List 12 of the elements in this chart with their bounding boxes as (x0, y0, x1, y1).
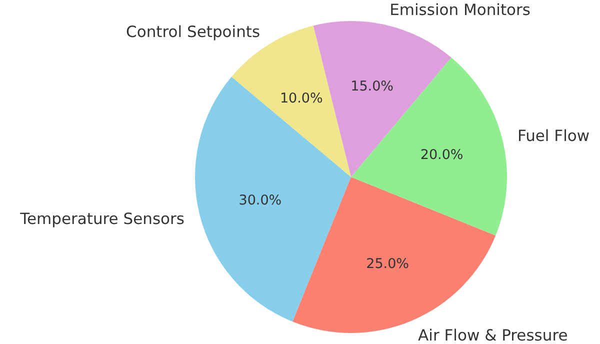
data-label: 25.0% (366, 256, 410, 272)
pie-slice (195, 76, 351, 322)
slice-label: Temperature Sensors (19, 210, 184, 228)
slice-label: Fuel Flow (518, 126, 590, 145)
data-label: 15.0% (350, 78, 394, 95)
pie-slice (351, 57, 507, 236)
slice-label: Control Setpoints (126, 22, 260, 41)
data-label: 10.0% (280, 90, 324, 106)
slice-label: Emission Monitors (390, 1, 530, 20)
data-label: 30.0% (238, 192, 282, 208)
slice-label: Air Flow & Pressure (418, 326, 568, 344)
data-label: 20.0% (420, 147, 464, 164)
